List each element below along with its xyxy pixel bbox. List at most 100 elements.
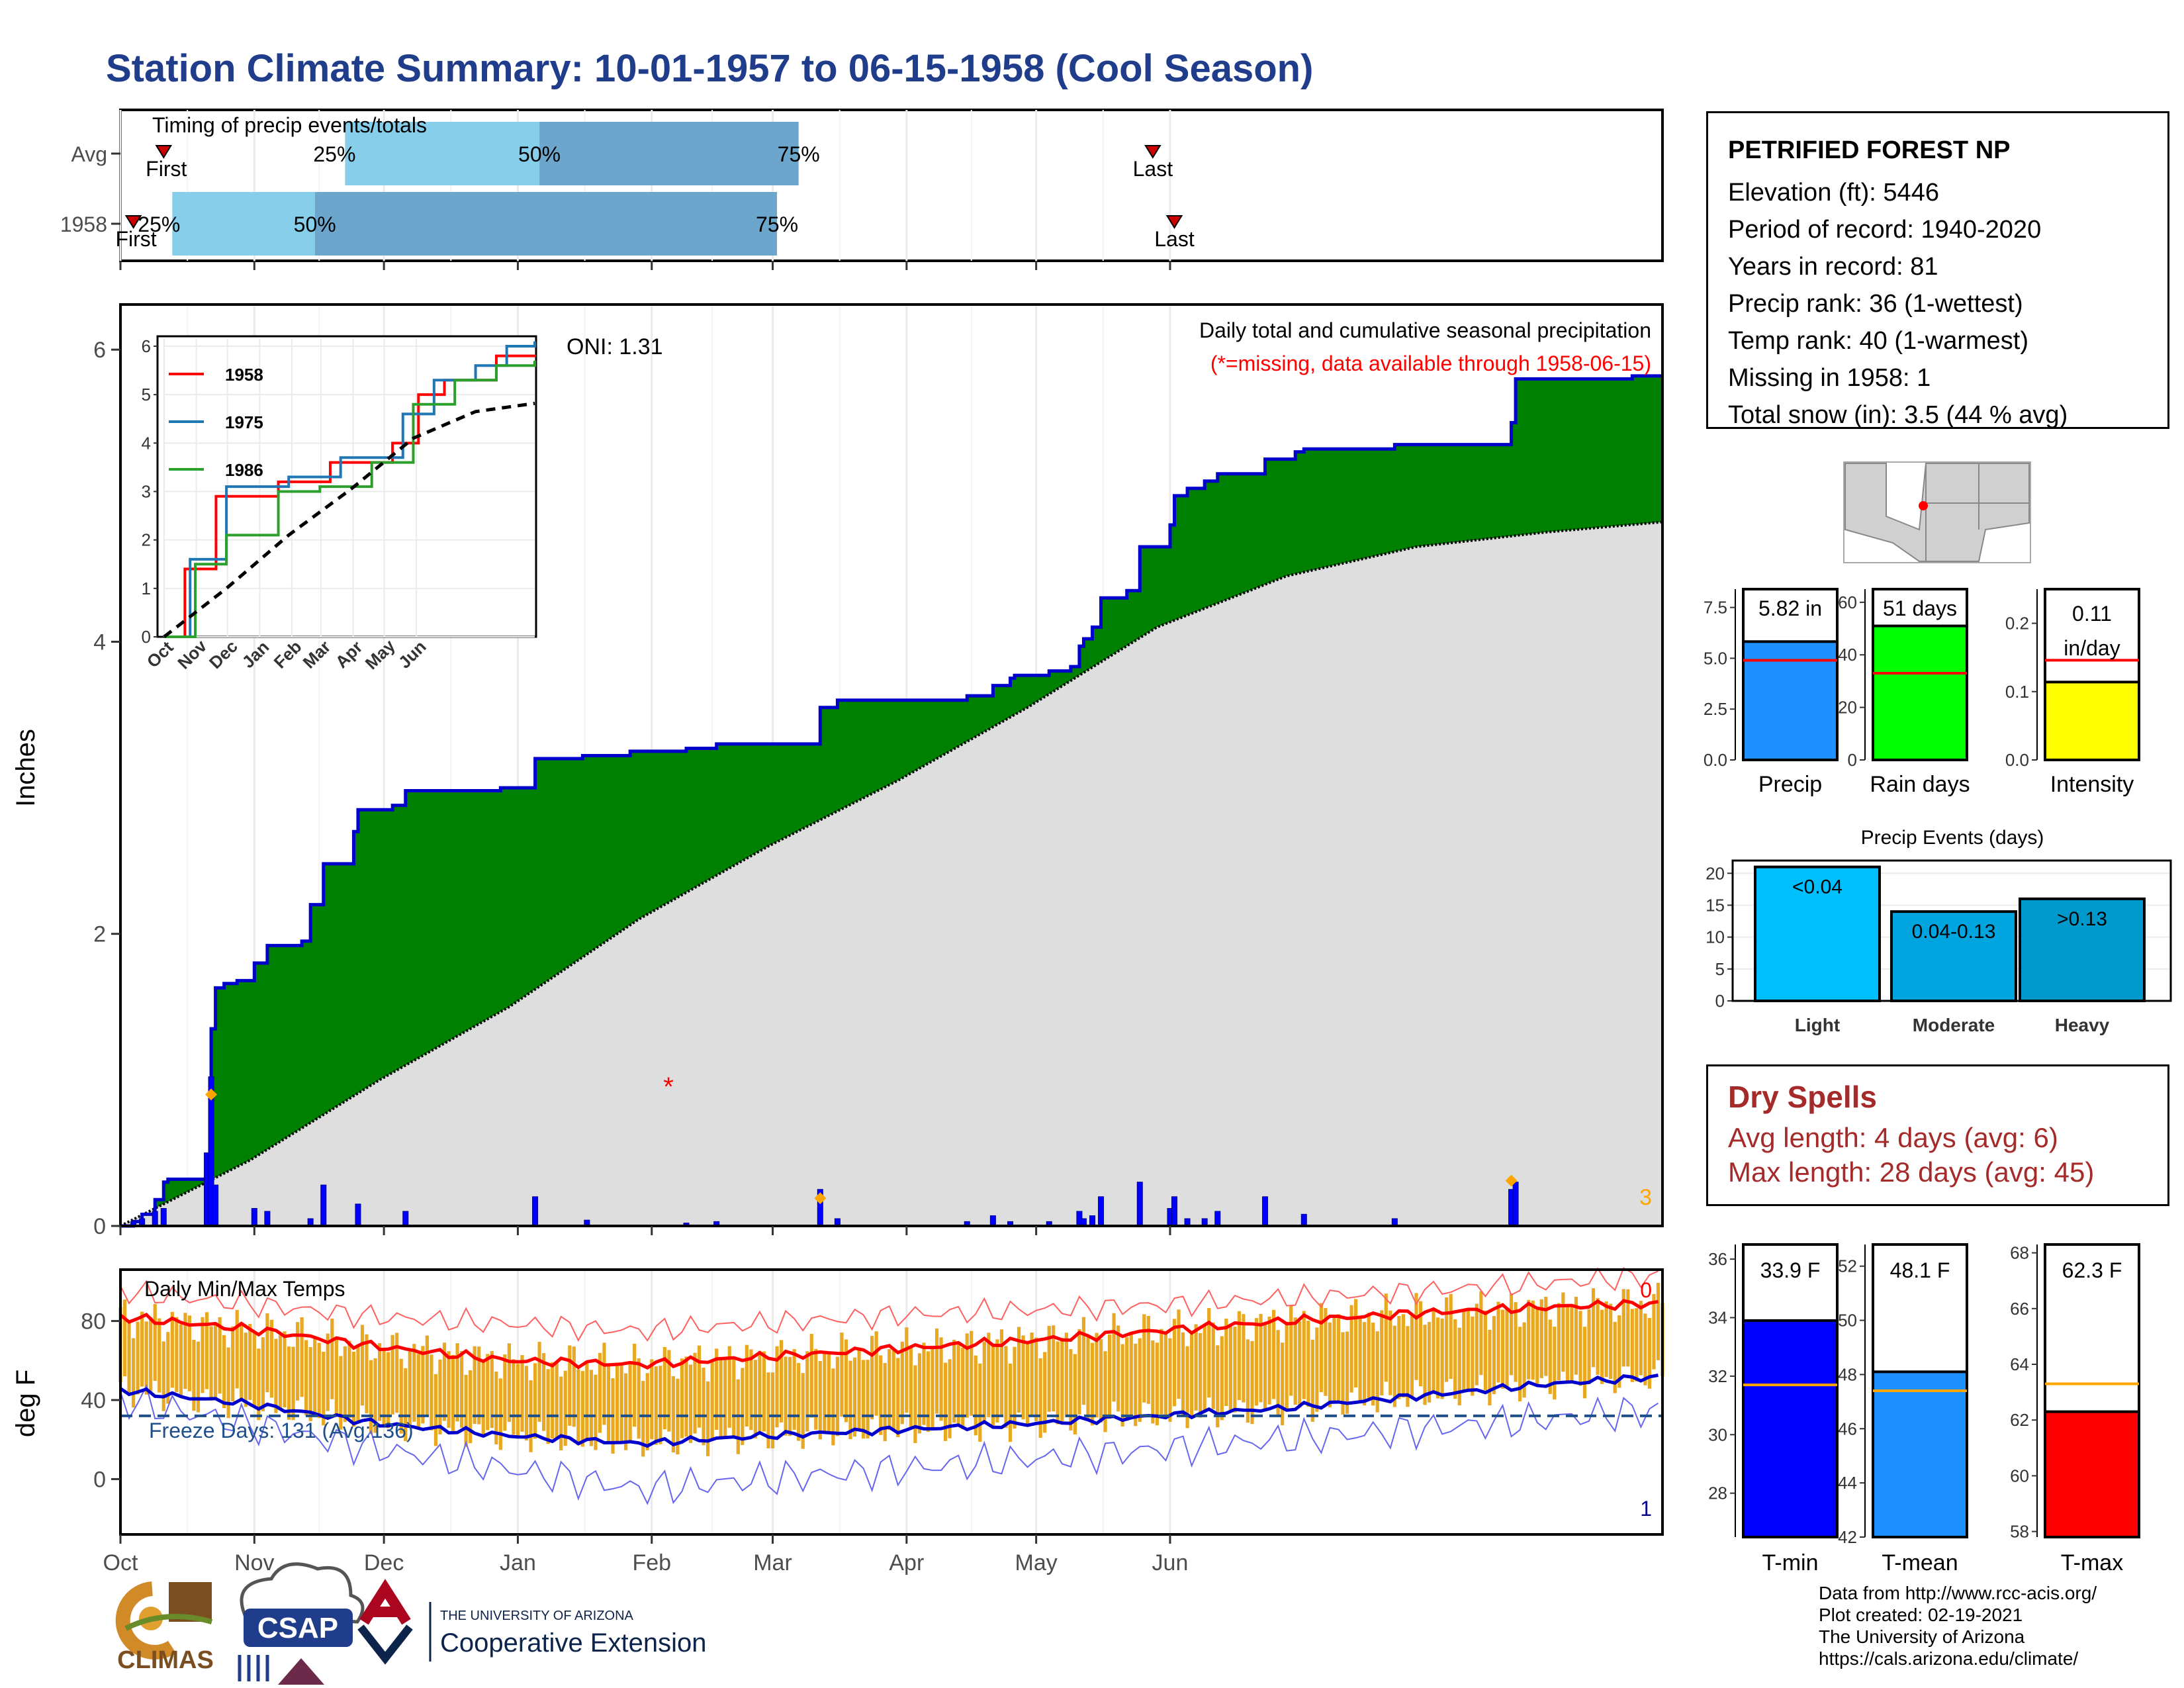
daily-temp-bar [1427, 1322, 1432, 1403]
daily-temp-bar [874, 1331, 878, 1416]
daily-temp-bar [913, 1365, 917, 1443]
month-label: Apr [889, 1550, 924, 1575]
daily-temp-bar [127, 1323, 131, 1395]
daily-temp-bar [801, 1373, 805, 1449]
timing-bar-q1 [345, 122, 540, 185]
inset-legend-label: 1958 [225, 365, 263, 385]
summary-label: Rain days [1870, 772, 1970, 797]
daily-temp-bar [481, 1360, 485, 1435]
daily-temp-bar [512, 1359, 516, 1435]
station-dot [1919, 501, 1928, 510]
daily-temp-bar [1267, 1316, 1271, 1405]
daily-temp-bar [1185, 1346, 1189, 1429]
daily-temp-bar [1527, 1299, 1531, 1380]
month-label: Nov [234, 1550, 274, 1575]
daily-temp-bar [1500, 1309, 1505, 1389]
daily-temp-bar [1578, 1311, 1582, 1386]
daily-temp-bar [749, 1349, 753, 1430]
daily-temp-bar [917, 1353, 922, 1434]
summary-value: 0.11 [2072, 602, 2112, 626]
daily-temp-bar [1306, 1321, 1310, 1407]
daily-temp-bar [382, 1348, 386, 1425]
daily-temp-bar [1259, 1313, 1263, 1403]
daily-temp-bar [1392, 1325, 1396, 1407]
daily-temp-bar [387, 1352, 390, 1429]
daily-temp-bar [196, 1341, 201, 1413]
daily-temp-bar [158, 1318, 161, 1393]
daily-temp-bar [546, 1369, 550, 1444]
credits: Data from http://www.rcc-acis.org/ Plot … [1819, 1582, 2097, 1669]
credit-line: Data from http://www.rcc-acis.org/ [1819, 1583, 2097, 1603]
p75-label: 75% [756, 212, 798, 236]
daily-temp-bar [1315, 1327, 1319, 1412]
daily-temp-bar [844, 1339, 848, 1423]
first-label: First [115, 227, 156, 251]
temp-bar-ytick: 30 [1708, 1425, 1727, 1444]
daily-temp-bar [365, 1334, 369, 1414]
daily-temp-bar [218, 1317, 222, 1394]
daily-temp-bar [1073, 1354, 1077, 1434]
event-bar-name: >0.13 [2057, 908, 2107, 930]
summary-ytick: 7.5 [1704, 598, 1727, 618]
daily-temp-bar [1281, 1342, 1285, 1426]
inset-legend-label: 1986 [225, 460, 263, 480]
daily-precip-bar [1089, 1215, 1095, 1227]
daily-temp-bar [952, 1339, 956, 1423]
event-bar-label: Heavy [2055, 1015, 2110, 1035]
daily-temp-bar [1367, 1313, 1371, 1398]
daily-precip-bar [1136, 1182, 1143, 1227]
daily-temp-bar [248, 1323, 252, 1400]
daily-temp-bar [891, 1350, 895, 1431]
daily-temp-bar [1621, 1289, 1625, 1367]
daily-temp-bar [498, 1378, 502, 1450]
daily-temp-bar [1345, 1331, 1349, 1414]
daily-temp-bar [645, 1373, 649, 1450]
temp-bar-ytick: 34 [1708, 1308, 1727, 1328]
daily-temp-bar [1656, 1282, 1661, 1360]
daily-temp-bar [662, 1346, 666, 1430]
daily-temp-bar [943, 1362, 948, 1441]
temp-bar-ytick: 32 [1708, 1366, 1727, 1386]
credit-line: https://cals.arizona.edu/climate/ [1819, 1648, 2079, 1669]
missing-star: * [663, 1072, 674, 1102]
avg-max-line [119, 1299, 1659, 1370]
daily-temp-bar [753, 1360, 758, 1438]
daily-temp-bar [1199, 1333, 1203, 1418]
daily-temp-bar [351, 1351, 356, 1427]
daily-temp-bar [503, 1354, 507, 1431]
p25-label: 25% [138, 212, 180, 236]
daily-temp-bar [1328, 1322, 1332, 1407]
daily-temp-bar [222, 1335, 226, 1409]
daily-temp-bar [1354, 1299, 1358, 1387]
temp-bar-value: 48.1 F [1890, 1258, 1950, 1282]
daily-temp-bar [922, 1342, 926, 1425]
summary-ytick: 20 [1838, 698, 1857, 718]
daily-temp-bar [602, 1342, 606, 1425]
daily-temp-bar [823, 1352, 827, 1432]
cumulative-1958-line [120, 374, 1662, 1228]
daily-temp-bar [1341, 1332, 1345, 1415]
daily-temp-bar [1224, 1318, 1228, 1407]
daily-temp-bar [861, 1360, 866, 1439]
daily-temp-bar [1617, 1315, 1621, 1388]
temp-bar-ytick: 44 [1838, 1473, 1857, 1493]
daily-temp-bar [633, 1343, 637, 1427]
daily-temp-bar [568, 1345, 572, 1426]
inset-ytick: 3 [142, 481, 151, 501]
daily-temp-bar [1535, 1309, 1539, 1387]
freeze-label: Freeze Days: 131 (Avg:136) [149, 1419, 414, 1442]
daily-temp-bar [1647, 1318, 1652, 1389]
daily-temp-bar [792, 1349, 796, 1430]
daily-temp-bar [395, 1333, 399, 1413]
daily-temp-bar [1544, 1297, 1548, 1376]
daily-temp-bar [1565, 1305, 1570, 1383]
daily-temp-bar [1298, 1321, 1302, 1408]
daily-temp-bar [624, 1373, 628, 1450]
daily-temp-bar [741, 1368, 745, 1445]
summary-ytick: 0.2 [2005, 614, 2029, 633]
daily-temp-bar [1302, 1311, 1306, 1399]
daily-temp-bar [1539, 1299, 1543, 1378]
daily-temp-bar [978, 1363, 982, 1442]
daily-temp-bar [1047, 1325, 1051, 1412]
temp-bar-ytick: 48 [1838, 1364, 1857, 1384]
